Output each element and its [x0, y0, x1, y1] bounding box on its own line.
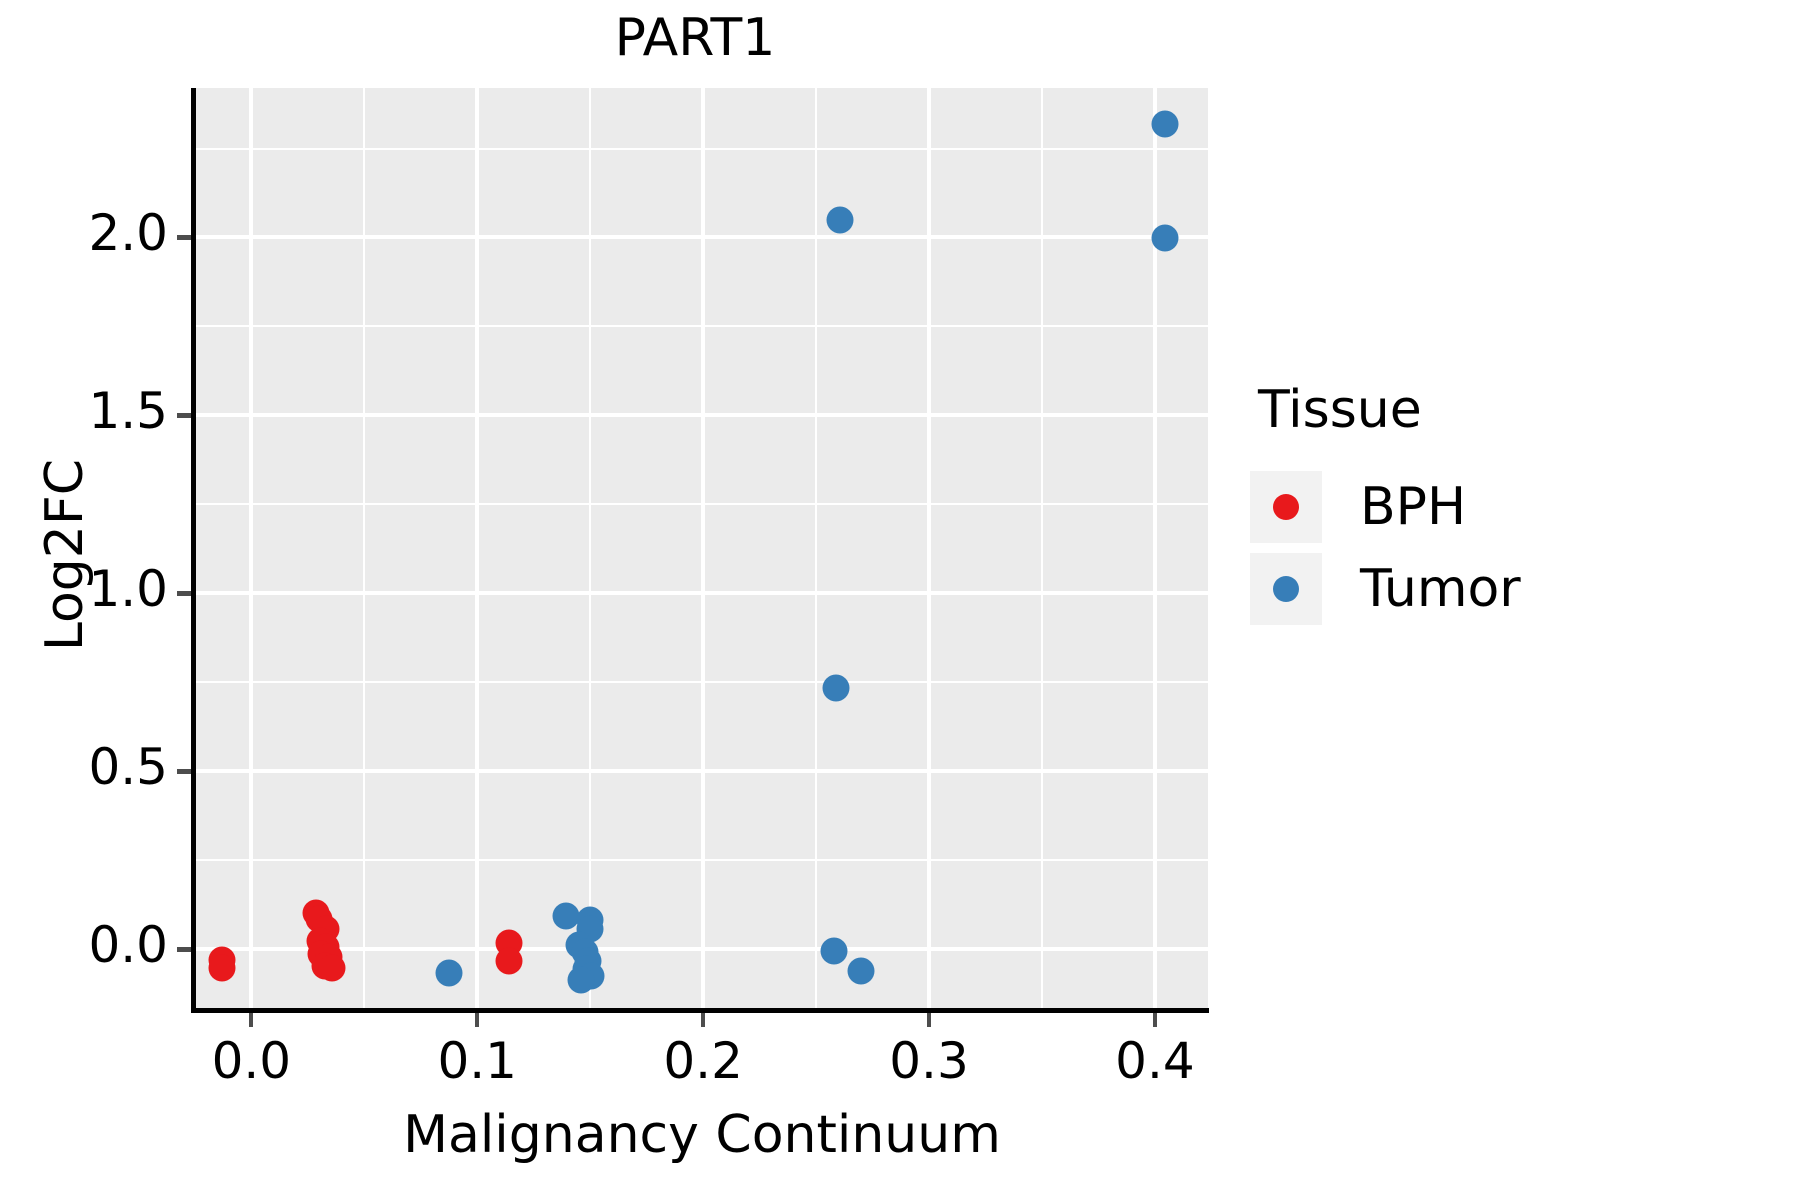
data-point-tumor	[1151, 224, 1179, 252]
chart-title: PART1	[614, 8, 776, 68]
data-point-tumor	[435, 959, 463, 987]
data-point-bph	[495, 947, 523, 975]
y-axis-label: Log2FC	[35, 458, 95, 652]
gridline-vertical-major	[475, 88, 480, 1008]
x-axis-tick-label: 0.2	[663, 1032, 743, 1090]
legend: Tissue BPH Tumor	[1250, 380, 1790, 630]
y-axis-tick	[177, 413, 191, 419]
data-point-tumor	[822, 674, 850, 702]
y-axis-tick-label: 0.5	[88, 738, 168, 797]
y-axis-tick	[177, 591, 191, 597]
x-axis-line	[191, 1008, 1209, 1013]
x-axis-tick-label: 0.4	[1115, 1032, 1195, 1090]
legend-entry-label: Tumor	[1360, 559, 1521, 619]
data-point-tumor	[1151, 110, 1179, 138]
data-point-tumor	[826, 206, 854, 234]
legend-entries: BPH Tumor	[1250, 466, 1790, 630]
x-axis-tick-label: 0.3	[889, 1032, 969, 1090]
gridline-vertical-minor	[589, 88, 592, 1008]
y-axis-line	[191, 88, 196, 1009]
y-axis-tick-label: 1.0	[88, 560, 168, 619]
gridline-vertical-minor	[1040, 88, 1043, 1008]
data-point-tumor	[567, 966, 595, 994]
gridline-vertical-minor	[363, 88, 366, 1008]
x-axis-tick	[927, 1013, 932, 1027]
x-axis-tick	[249, 1013, 254, 1027]
y-axis-tick-label: 2.0	[88, 204, 168, 263]
gridline-vertical-major	[701, 88, 706, 1008]
legend-dot-blue	[1273, 576, 1299, 602]
x-axis-tick	[1152, 1013, 1157, 1027]
data-point-tumor	[552, 902, 580, 930]
x-axis-tick	[475, 1013, 480, 1027]
legend-title: Tissue	[1258, 380, 1422, 440]
data-point-tumor	[847, 957, 875, 985]
gridline-vertical-major	[249, 88, 254, 1008]
x-axis-label: Malignancy Continuum	[403, 1105, 1001, 1165]
y-axis-tick	[177, 947, 191, 953]
gridline-vertical-major	[1152, 88, 1157, 1008]
y-axis-tick-label: 0.0	[88, 916, 168, 975]
legend-dot-red	[1273, 494, 1299, 520]
legend-key-box	[1250, 553, 1322, 625]
data-point-bph	[208, 954, 236, 982]
y-axis-tick	[177, 769, 191, 775]
legend-entry-bph[interactable]: BPH	[1250, 466, 1790, 548]
legend-key-box	[1250, 471, 1322, 543]
plot-panel	[196, 88, 1208, 1008]
data-point-bph	[318, 954, 346, 982]
data-point-tumor	[820, 937, 848, 965]
legend-entry-tumor[interactable]: Tumor	[1250, 548, 1790, 630]
gridline-vertical-minor	[815, 88, 818, 1008]
legend-entry-label: BPH	[1360, 477, 1467, 537]
x-axis-tick	[701, 1013, 706, 1027]
y-axis-tick-label: 1.5	[88, 382, 168, 441]
x-axis-tick-label: 0.0	[211, 1032, 292, 1090]
y-axis-tick	[177, 235, 191, 241]
gridline-vertical-major	[927, 88, 932, 1008]
x-axis-tick-label: 0.1	[437, 1032, 517, 1090]
